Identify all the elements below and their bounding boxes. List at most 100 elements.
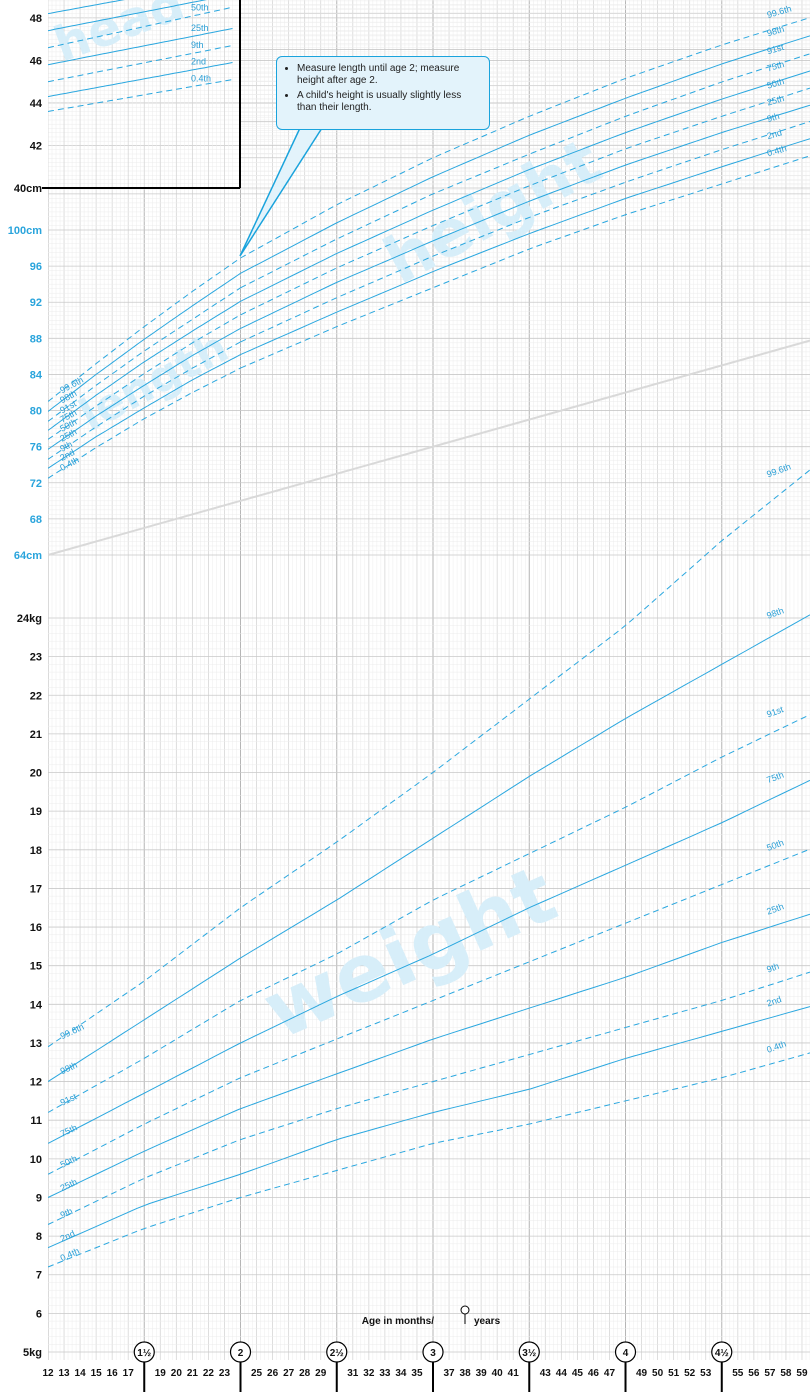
weight-y-tick: 14 <box>30 999 43 1011</box>
height-curve-98th <box>240 35 810 274</box>
x-tick-month: 31 <box>347 1368 359 1379</box>
weight-curve-99.6th <box>47 469 810 1048</box>
head-y-tick: 44 <box>30 98 43 110</box>
weight-y-tick: 19 <box>30 806 42 818</box>
year-marker-circle <box>422 1341 444 1363</box>
length-y-tick: 88 <box>30 333 42 345</box>
height-centile-label: 9th <box>766 111 781 124</box>
x-tick-month: 35 <box>411 1368 423 1379</box>
length-y-unit-label: 64cm <box>14 550 42 562</box>
length-weight-divider-line <box>47 339 810 556</box>
length-y-tick: 72 <box>30 478 42 490</box>
head-curve-25th <box>47 28 233 66</box>
weight-centile-label-left: 91st <box>59 1091 79 1107</box>
x-tick-month: 53 <box>700 1368 712 1379</box>
head-curve-2nd <box>47 62 233 98</box>
x-tick-month: 49 <box>636 1368 648 1379</box>
x-tick-month: 50 <box>652 1368 664 1379</box>
x-tick-month: 21 <box>187 1368 199 1379</box>
height-curve-25th <box>240 104 810 329</box>
year-marker-circle <box>133 1341 155 1363</box>
weight-curve-0.4th <box>47 1052 810 1268</box>
height-centile-label: 75th <box>766 59 786 73</box>
length-curve-75th <box>47 300 241 431</box>
x-axis: 12 13 14 15 16 17 19 20 21 22 23 25 26 27 28 29 31 32 33 34… <box>0 1305 810 1393</box>
weight-curve-50th <box>47 848 810 1175</box>
weight-y-tick: 13 <box>30 1038 42 1050</box>
x-axis-title-suffix: years <box>474 1316 501 1327</box>
weight-y-tick: 12 <box>30 1077 42 1089</box>
length-y-tick: 96 <box>30 261 42 273</box>
head-centile-label: 9th <box>191 40 204 50</box>
x-tick-month: 25 <box>251 1368 263 1379</box>
length-y-tick: 84 <box>30 369 43 381</box>
weight-y-tick: 11 <box>30 1115 42 1127</box>
x-tick-month: 28 <box>299 1368 311 1379</box>
centile-curves <box>47 17 810 1268</box>
divider-line <box>47 339 810 556</box>
weight-y-top-label: 24kg <box>17 613 42 625</box>
weight-centile-label-left: 0.4th <box>59 1246 81 1264</box>
head-y-tick: 46 <box>30 55 42 67</box>
head-curve-75th <box>47 0 207 32</box>
x-tick-month: 14 <box>75 1368 87 1379</box>
head-y-tick: 48 <box>30 13 42 25</box>
x-tick-month: 41 <box>508 1368 520 1379</box>
x-tick-month: 26 <box>267 1368 279 1379</box>
weight-centile-label-right: 99.6th <box>765 461 792 479</box>
length-y-tick: 80 <box>30 406 42 418</box>
x-tick-month: 17 <box>123 1368 135 1379</box>
weight-y-tick: 21 <box>30 729 42 741</box>
measurement-note-callout: Measure length until age 2; measure heig… <box>276 56 490 130</box>
weight-y-tick: 20 <box>30 768 42 780</box>
x-tick-month: 52 <box>684 1368 696 1379</box>
year-marker-circle <box>229 1341 252 1363</box>
height-curve-50th <box>240 87 810 316</box>
weight-y-tick: 17 <box>30 883 42 895</box>
year-marker-label: 4 <box>623 1348 629 1359</box>
weight-curve-2nd <box>47 1006 810 1249</box>
year-marker-label: 3½ <box>522 1348 536 1359</box>
x-tick-month: 45 <box>572 1368 584 1379</box>
x-tick-month: 33 <box>379 1368 391 1379</box>
x-tick-month: 12 <box>42 1368 54 1379</box>
year-marker-circle <box>326 1341 348 1363</box>
head-centile-label: 0.4th <box>191 73 211 83</box>
height-curve-0.4th <box>240 155 810 369</box>
x-tick-month: 39 <box>476 1368 488 1379</box>
x-tick-month: 34 <box>395 1368 407 1379</box>
x-tick-month: 13 <box>58 1368 70 1379</box>
x-tick-month: 55 <box>732 1368 744 1379</box>
callout-bullet-2: A child's height is usually slightly les… <box>297 90 481 114</box>
length-y-top-label: 100cm <box>8 225 42 237</box>
weight-curve-75th <box>47 779 810 1144</box>
weight-y-tick: 16 <box>30 922 42 934</box>
weight-curve-98th <box>47 614 810 1083</box>
length-curve-2nd <box>47 354 241 469</box>
x-axis-bg <box>0 1360 810 1393</box>
weight-centile-label-right: 0.4th <box>765 1039 787 1055</box>
length-curve-25th <box>47 327 241 450</box>
x-tick-month: 47 <box>604 1368 616 1379</box>
weight-curve-9th <box>47 971 810 1225</box>
height-centile-label: 50th <box>766 76 786 90</box>
x-tick-month: 46 <box>588 1368 600 1379</box>
height-curve-99.6th <box>240 17 810 259</box>
callout-bullet-1: Measure length until age 2; measure heig… <box>297 63 481 87</box>
head-y-unit-label: 40cm <box>14 183 42 195</box>
x-tick-month: 15 <box>91 1368 103 1379</box>
weight-centile-label-right: 2nd <box>765 994 783 1009</box>
x-tick-month: 56 <box>748 1368 760 1379</box>
weight-y-tick: 22 <box>30 690 42 702</box>
height-centile-label: 98th <box>766 24 786 38</box>
height-centile-label: 25th <box>766 93 786 107</box>
x-tick-month: 23 <box>219 1368 231 1379</box>
height-centile-label: 2nd <box>766 127 783 141</box>
year-marker-circle <box>614 1341 637 1363</box>
weight-centile-label-right: 9th <box>765 961 780 975</box>
y-axis-bg <box>0 0 48 1393</box>
x-tick-month: 43 <box>540 1368 552 1379</box>
height-curve-2nd <box>240 138 810 356</box>
x-tick-month: 59 <box>796 1368 808 1379</box>
